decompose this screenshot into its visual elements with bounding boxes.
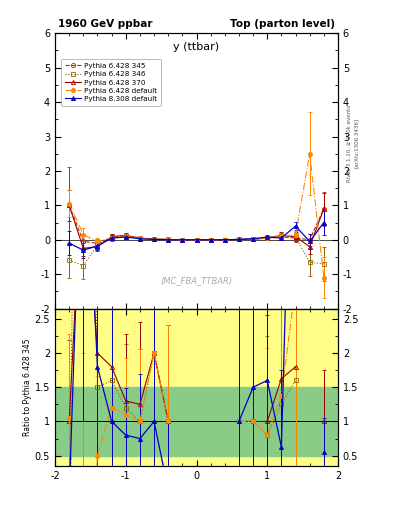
Bar (55, 309, 338, 466)
Bar (55, 387, 338, 456)
Text: y (ttbar): y (ttbar) (173, 41, 220, 52)
Text: (MC_FBA_TTBAR): (MC_FBA_TTBAR) (160, 276, 233, 286)
Text: [arXiv:1306.3436]: [arXiv:1306.3436] (354, 118, 359, 168)
Legend: Pythia 6.428 345, Pythia 6.428 346, Pythia 6.428 370, Pythia 6.428 default, Pyth: Pythia 6.428 345, Pythia 6.428 346, Pyth… (61, 59, 161, 106)
Text: Rivet 3.1.10, ≥ 100k events: Rivet 3.1.10, ≥ 100k events (347, 105, 352, 182)
Text: Top (parton level): Top (parton level) (230, 19, 335, 29)
Text: 1960 GeV ppbar: 1960 GeV ppbar (58, 19, 152, 29)
Y-axis label: Ratio to Pythia 6.428 345: Ratio to Pythia 6.428 345 (23, 338, 32, 436)
